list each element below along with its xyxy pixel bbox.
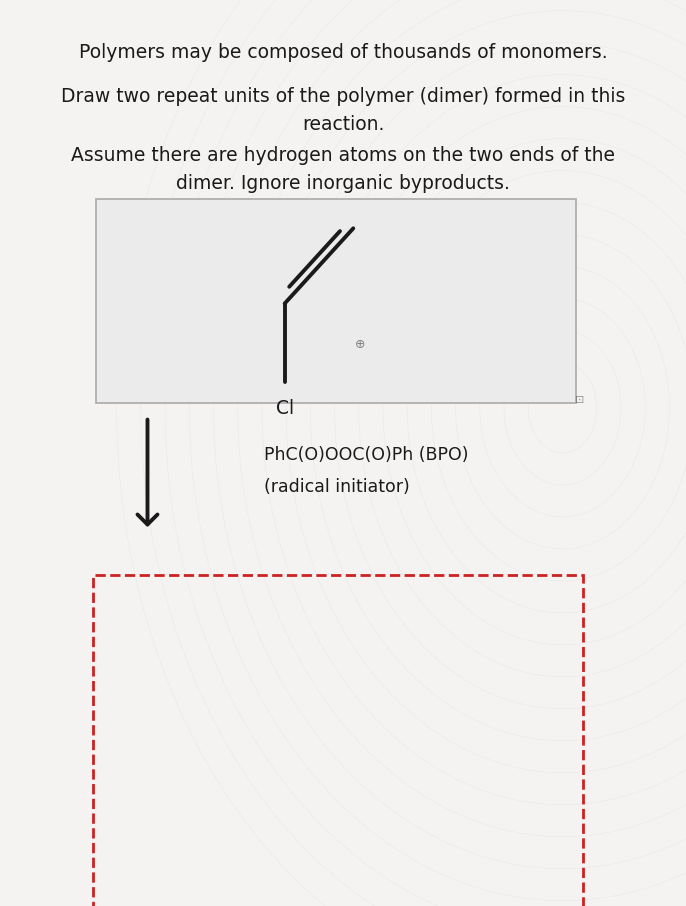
Text: Draw two repeat units of the polymer (dimer) formed in this: Draw two repeat units of the polymer (di…	[61, 88, 625, 106]
Text: ⊡: ⊡	[575, 395, 584, 406]
Text: dimer. Ignore inorganic byproducts.: dimer. Ignore inorganic byproducts.	[176, 174, 510, 192]
Text: Assume there are hydrogen atoms on the two ends of the: Assume there are hydrogen atoms on the t…	[71, 147, 615, 165]
Text: Cl: Cl	[276, 399, 294, 418]
Text: (radical initiator): (radical initiator)	[264, 478, 410, 496]
Text: reaction.: reaction.	[302, 115, 384, 133]
Bar	[96, 199, 576, 403]
Text: Polymers may be composed of thousands of monomers.: Polymers may be composed of thousands of…	[79, 43, 607, 62]
Text: ⊕: ⊕	[355, 338, 366, 351]
Bar	[93, 575, 583, 906]
Text: PhC(O)OOC(O)Ph (BPO): PhC(O)OOC(O)Ph (BPO)	[264, 446, 469, 464]
